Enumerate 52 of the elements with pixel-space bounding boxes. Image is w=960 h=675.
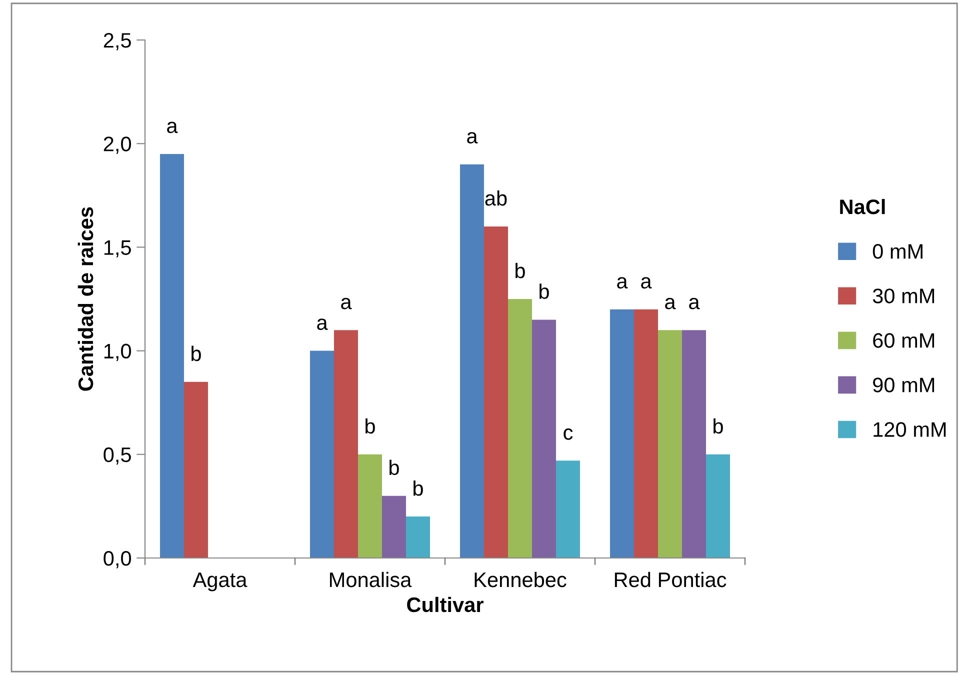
bar	[556, 460, 580, 558]
data-label: c	[564, 428, 573, 440]
legend-label: 60 mM	[873, 333, 934, 348]
data-label: a	[317, 318, 328, 330]
data-label: ab	[485, 190, 507, 206]
bar	[310, 350, 334, 558]
bar	[484, 226, 508, 558]
data-label: b	[540, 284, 549, 299]
y-tick-label: 2,5	[104, 33, 131, 50]
legend-label: 90 mM	[873, 378, 934, 392]
data-label: b	[414, 480, 423, 496]
data-label: b	[390, 460, 399, 476]
data-label: a	[341, 298, 352, 310]
data-label: a	[665, 298, 676, 310]
data-label: a	[467, 132, 478, 144]
bar	[334, 330, 358, 558]
legend-label: 120 mM	[874, 422, 946, 437]
bar	[406, 516, 430, 558]
legend-label: 0 mM	[872, 244, 922, 259]
bar	[682, 330, 706, 558]
data-label: b	[714, 418, 723, 434]
legend-label: 30 mM	[872, 288, 934, 304]
bar	[634, 309, 658, 558]
y-tick-label: 1,5	[104, 240, 131, 258]
bar	[160, 154, 184, 558]
x-tick-label: Monalisa	[330, 572, 412, 588]
data-label: a	[689, 298, 700, 310]
y-tick-label: 1,0	[104, 344, 131, 362]
y-axis-title: Cantidad de raices	[78, 207, 94, 391]
data-label: a	[641, 277, 652, 289]
bar	[532, 320, 556, 558]
y-tick-label: 0,5	[104, 447, 131, 465]
data-label: b	[516, 262, 525, 278]
bar	[610, 309, 634, 558]
bar	[706, 454, 730, 558]
bar	[358, 454, 382, 558]
data-label: b	[366, 418, 375, 434]
bar	[382, 496, 406, 558]
y-tick-label: 0,0	[104, 551, 131, 568]
bar	[184, 382, 208, 558]
data-label: a	[617, 277, 628, 289]
bar	[460, 164, 484, 558]
bar	[508, 299, 532, 558]
x-tick-label: Red Pontiac	[614, 572, 726, 588]
x-tick-label: Agata	[192, 572, 248, 592]
y-tick-label: 2,0	[104, 136, 131, 154]
bar	[658, 330, 682, 558]
data-label: b	[192, 346, 201, 362]
legend-title: NaCl	[840, 198, 885, 214]
x-tick-label: Kennebec	[474, 572, 566, 588]
data-label: a	[167, 122, 178, 134]
x-axis-title: Cultivar	[407, 596, 484, 612]
